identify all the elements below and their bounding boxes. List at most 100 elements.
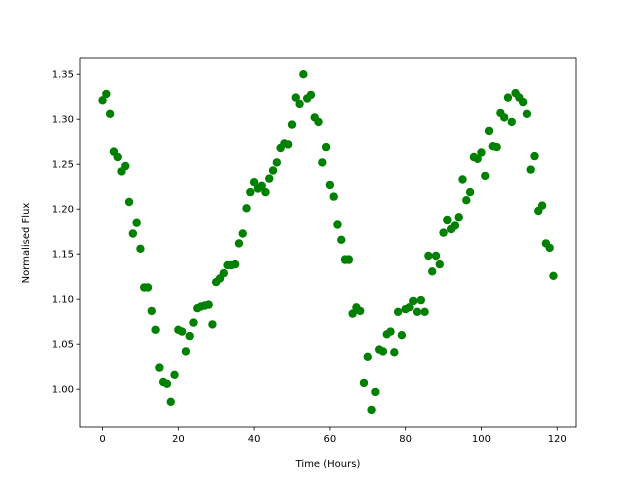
- point: [143, 283, 153, 292]
- point: [295, 99, 304, 109]
- point: [465, 187, 475, 197]
- point: [435, 259, 444, 269]
- point: [155, 363, 164, 372]
- point: [507, 117, 516, 127]
- x-axis-label: Time (Hours): [295, 459, 361, 470]
- point: [162, 379, 172, 388]
- point: [321, 142, 331, 152]
- point: [234, 239, 244, 248]
- point: [356, 306, 365, 316]
- point: [105, 109, 115, 119]
- point: [230, 259, 240, 269]
- point: [367, 405, 376, 415]
- point: [412, 307, 422, 316]
- point: [265, 174, 274, 183]
- point: [98, 96, 107, 105]
- point: [393, 307, 403, 316]
- x-tick-label: 60: [324, 434, 337, 445]
- point: [170, 370, 179, 379]
- x-tick-label: 80: [399, 434, 412, 445]
- point: [344, 255, 354, 264]
- point: [499, 113, 509, 122]
- point: [348, 309, 357, 318]
- point: [124, 197, 134, 207]
- y-tick-label: 1.35: [52, 70, 74, 81]
- point: [530, 151, 539, 161]
- x-tick-label: 20: [172, 434, 185, 445]
- point: [454, 213, 463, 222]
- point: [409, 296, 418, 306]
- point: [522, 109, 532, 119]
- point: [458, 175, 467, 184]
- y-tick-label: 1.15: [52, 250, 74, 261]
- point: [549, 271, 558, 280]
- point: [204, 300, 213, 309]
- point: [420, 307, 429, 316]
- point: [325, 180, 335, 190]
- point: [492, 142, 501, 152]
- point: [359, 378, 369, 388]
- point: [102, 89, 111, 99]
- point: [450, 221, 460, 230]
- x-tick-label: 40: [248, 434, 261, 445]
- y-tick-label: 1.10: [52, 295, 74, 306]
- point: [378, 347, 388, 356]
- point: [443, 215, 452, 225]
- point: [166, 397, 175, 406]
- point: [518, 97, 528, 107]
- point: [132, 218, 141, 227]
- point: [177, 327, 187, 336]
- point: [462, 196, 471, 205]
- y-tick-label: 1.25: [52, 160, 74, 171]
- y-tick-label: 1.20: [52, 205, 74, 216]
- point: [545, 243, 554, 253]
- point: [181, 347, 191, 356]
- point: [306, 90, 316, 100]
- point: [424, 251, 433, 261]
- point: [484, 126, 494, 136]
- point: [121, 161, 130, 171]
- point: [272, 158, 282, 167]
- point: [371, 387, 380, 397]
- point: [390, 348, 399, 357]
- y-axis-label: Normalised Flux: [21, 203, 32, 284]
- point: [363, 352, 372, 361]
- x-tick-label: 120: [548, 434, 567, 445]
- point: [246, 187, 255, 197]
- x-tick-label: 100: [472, 434, 491, 445]
- point: [238, 229, 247, 238]
- point: [439, 228, 448, 237]
- point: [405, 303, 414, 312]
- point: [537, 201, 547, 210]
- plot-frame: [79, 57, 577, 428]
- point: [287, 120, 297, 129]
- x-tick-label: 0: [99, 434, 105, 445]
- point: [337, 235, 346, 244]
- point: [268, 166, 278, 175]
- point: [189, 318, 198, 327]
- y-tick-label: 1.00: [52, 385, 74, 396]
- point: [147, 306, 157, 316]
- point: [219, 268, 228, 278]
- point: [128, 229, 138, 238]
- point: [257, 181, 266, 190]
- point: [113, 152, 122, 162]
- point: [185, 331, 194, 341]
- point: [299, 70, 308, 79]
- point: [481, 171, 490, 181]
- point: [477, 148, 486, 157]
- point: [208, 320, 217, 329]
- y-tick-label: 1.30: [52, 115, 74, 126]
- point: [136, 244, 145, 253]
- point: [151, 325, 160, 334]
- y-tick-label: 1.05: [52, 340, 74, 351]
- point: [242, 204, 251, 213]
- point: [284, 140, 293, 149]
- point: [431, 251, 441, 261]
- point: [428, 267, 437, 276]
- point: [261, 187, 270, 197]
- point: [333, 220, 342, 229]
- point: [291, 93, 300, 102]
- point: [416, 295, 426, 305]
